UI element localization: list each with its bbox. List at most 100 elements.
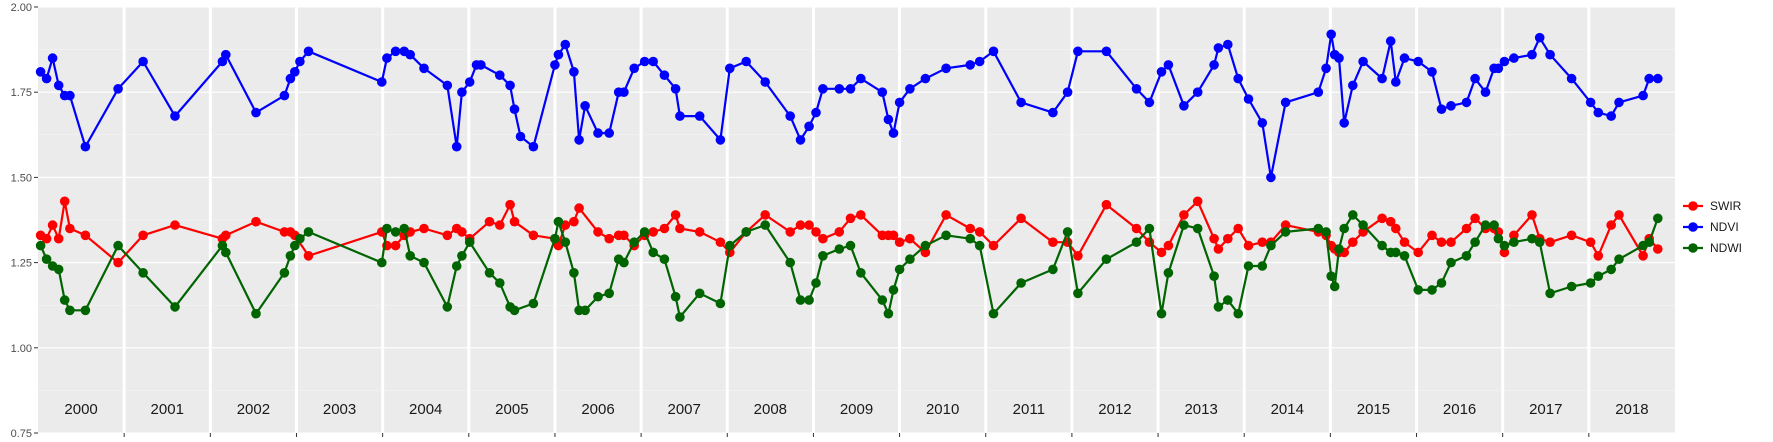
data-point-ndwi xyxy=(1585,278,1596,288)
data-point-swir xyxy=(1606,220,1616,230)
data-point-ndvi xyxy=(883,114,894,125)
data-point-swir xyxy=(303,251,314,261)
data-point-ndwi xyxy=(845,240,856,251)
data-point-swir xyxy=(1566,230,1577,241)
data-point-swir xyxy=(845,213,856,224)
data-point-ndvi xyxy=(553,49,564,60)
data-point-ndwi xyxy=(1470,237,1480,247)
series-ndwi xyxy=(35,210,1663,322)
data-point-ndvi xyxy=(1144,97,1155,108)
data-point-ndvi xyxy=(495,70,505,80)
data-point-ndvi xyxy=(659,70,670,80)
data-point-ndvi xyxy=(1073,46,1083,57)
data-point-ndvi xyxy=(1638,90,1648,101)
y-tick-label: 0.75 xyxy=(11,428,32,440)
data-point-ndvi xyxy=(715,135,726,145)
data-point-swir xyxy=(920,247,931,258)
data-point-swir xyxy=(659,223,670,234)
data-point-swir xyxy=(528,230,539,241)
y-tick-label: 1.75 xyxy=(11,87,32,99)
data-point-ndwi xyxy=(694,288,705,299)
data-point-swir xyxy=(1436,237,1447,247)
data-point-ndwi xyxy=(856,268,866,278)
data-point-ndwi xyxy=(303,227,314,237)
data-point-ndvi xyxy=(845,84,856,94)
data-point-swir xyxy=(1223,233,1233,244)
data-point-ndwi xyxy=(484,268,495,278)
data-point-swir xyxy=(1399,237,1410,247)
data-point-ndvi xyxy=(1213,43,1224,53)
data-point-ndvi xyxy=(1321,63,1331,74)
data-point-ndwi xyxy=(593,291,603,302)
data-point-ndwi xyxy=(1213,302,1224,312)
data-point-ndwi xyxy=(1313,223,1324,234)
data-point-ndvi xyxy=(988,46,999,57)
legend-key-point-swir xyxy=(1688,201,1698,211)
data-point-ndvi xyxy=(1385,36,1396,46)
data-point-swir xyxy=(894,237,905,247)
data-point-ndwi xyxy=(1280,227,1291,237)
data-point-swir xyxy=(419,223,429,234)
data-point-ndwi xyxy=(390,227,401,237)
data-point-swir xyxy=(41,233,52,244)
data-point-ndvi xyxy=(1606,111,1616,121)
data-point-ndwi xyxy=(1653,213,1663,224)
data-point-ndvi xyxy=(113,84,123,94)
data-point-swir xyxy=(574,203,584,213)
year-label: 2015 xyxy=(1357,401,1390,418)
data-point-ndwi xyxy=(1545,288,1555,299)
data-point-ndvi xyxy=(1326,29,1336,40)
data-point-swir xyxy=(138,230,148,241)
data-point-swir xyxy=(1213,244,1224,254)
data-point-swir xyxy=(1101,199,1112,210)
data-point-ndwi xyxy=(495,278,505,288)
data-point-ndvi xyxy=(1339,118,1349,128)
data-point-ndvi xyxy=(528,141,539,152)
data-point-swir xyxy=(888,230,899,241)
data-point-swir xyxy=(1638,251,1648,261)
data-point-ndwi xyxy=(965,233,975,244)
data-point-ndwi xyxy=(405,251,416,261)
data-point-ndvi xyxy=(593,128,603,138)
data-point-ndwi xyxy=(1326,271,1336,282)
data-point-ndwi xyxy=(888,285,899,295)
data-point-swir xyxy=(648,227,658,237)
data-point-swir xyxy=(604,233,614,244)
data-point-swir xyxy=(856,210,866,220)
data-point-ndwi xyxy=(1329,281,1340,292)
data-point-ndvi xyxy=(1509,53,1519,63)
data-point-swir xyxy=(457,227,467,237)
data-point-ndwi xyxy=(1593,271,1604,282)
data-point-ndvi xyxy=(550,60,560,70)
data-point-ndwi xyxy=(1144,223,1155,234)
data-point-ndwi xyxy=(715,298,726,309)
data-point-ndwi xyxy=(1499,240,1510,251)
data-point-ndwi xyxy=(1243,261,1254,271)
data-point-ndvi xyxy=(1062,87,1073,97)
data-point-ndwi xyxy=(1266,240,1276,251)
data-point-swir xyxy=(1499,247,1510,258)
year-label: 2013 xyxy=(1184,401,1217,418)
data-point-ndwi xyxy=(974,240,985,251)
data-point-ndwi xyxy=(804,295,814,305)
year-label: 2012 xyxy=(1098,401,1131,418)
data-point-ndwi xyxy=(553,216,564,227)
data-point-ndwi xyxy=(1566,281,1577,292)
data-point-ndvi xyxy=(795,135,806,145)
legend-label-swir: SWIR xyxy=(1710,199,1742,213)
data-point-ndwi xyxy=(639,227,650,237)
data-point-ndvi xyxy=(442,80,453,91)
data-point-swir xyxy=(495,220,505,230)
data-point-swir xyxy=(1461,223,1472,234)
data-point-ndwi xyxy=(251,308,261,319)
data-point-ndwi xyxy=(377,257,387,268)
data-point-ndvi xyxy=(1156,67,1167,77)
year-label: 2016 xyxy=(1443,401,1476,418)
data-point-ndwi xyxy=(113,240,123,251)
data-point-ndwi xyxy=(1223,295,1233,305)
data-point-ndwi xyxy=(53,264,64,275)
data-point-swir xyxy=(53,233,64,244)
data-point-ndwi xyxy=(569,268,579,278)
data-point-ndvi xyxy=(1209,60,1219,70)
data-point-swir xyxy=(509,216,520,227)
